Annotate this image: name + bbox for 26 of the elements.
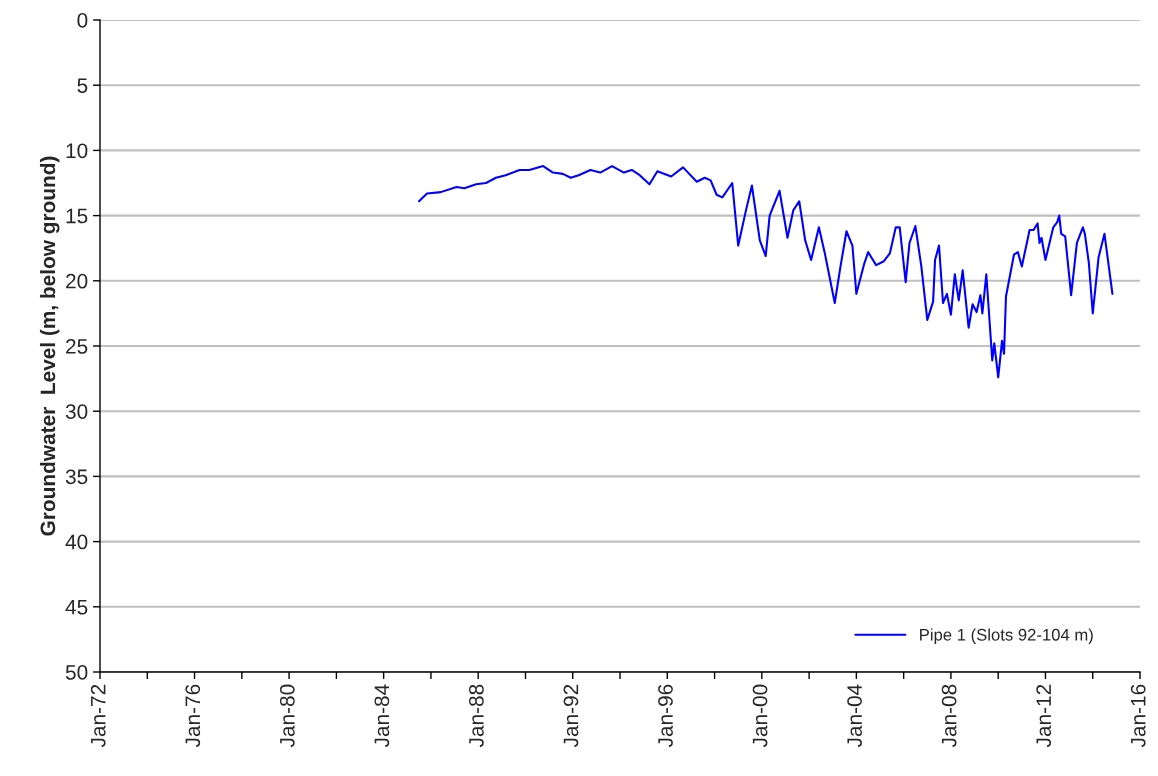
y-tick-label: 45 [65, 600, 88, 615]
x-tick-label: Jan-96 [658, 684, 673, 748]
x-tick-label: Jan-72 [90, 684, 106, 748]
line-series [417, 165, 1114, 379]
y-tick-label: 25 [66, 339, 88, 354]
x-tick-label: Jan-84 [374, 684, 390, 748]
y-tick-label: 40 [65, 534, 88, 550]
y-tick-label: 30 [65, 404, 88, 419]
y-tick-label: 0 [77, 13, 88, 28]
x-tick-label: Jan-76 [185, 684, 201, 748]
legend-label: Pipe 1 (Slots 92-104 m) [920, 628, 1093, 644]
x-tick-label: Jan-92 [563, 684, 579, 748]
y-tick-label: 50 [65, 665, 88, 680]
x-tick-label: Jan-16 [1130, 684, 1146, 748]
x-tick-label: Jan-00 [752, 684, 768, 748]
y-tick-label: 10 [66, 143, 88, 159]
y-tick-label: 5 [77, 78, 88, 93]
x-tick-label: Jan-08 [941, 684, 957, 748]
x-tick-label: Jan-80 [279, 684, 295, 748]
y-tick-label: 15 [66, 208, 88, 224]
x-tick-label: Jan-12 [1036, 684, 1052, 748]
y-axis-title: Groundwater Level (m, below ground) [39, 156, 60, 536]
x-tick-label: Jan-88 [469, 684, 484, 748]
y-tick-label: 35 [65, 469, 88, 485]
y-tick-label: 20 [66, 273, 88, 289]
x-tick-label: Jan-04 [847, 684, 862, 748]
